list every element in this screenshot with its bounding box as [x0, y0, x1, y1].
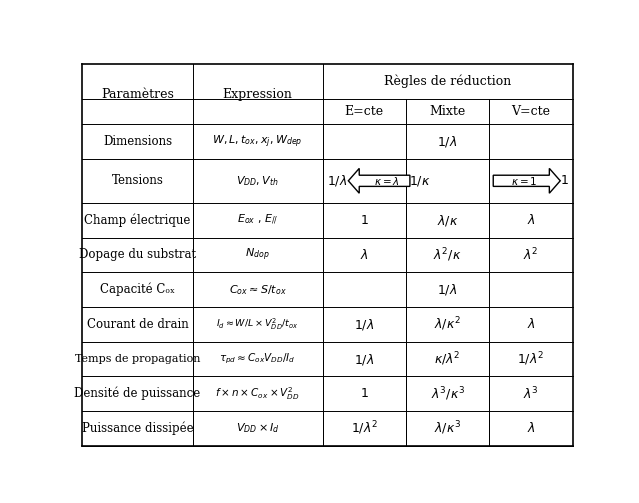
Text: $1$: $1$ — [360, 387, 369, 400]
Text: $\lambda/\kappa^3$: $\lambda/\kappa^3$ — [434, 420, 461, 437]
Text: $I_d\approx W/L\times V_{DD}^2/t_{ox}$: $I_d\approx W/L\times V_{DD}^2/t_{ox}$ — [217, 317, 299, 332]
Text: Puissance dissipée: Puissance dissipée — [82, 422, 194, 435]
Text: $\lambda$: $\lambda$ — [527, 317, 535, 331]
Text: Expression: Expression — [222, 88, 293, 101]
Text: $\lambda$: $\lambda$ — [527, 213, 535, 227]
Text: E=cte: E=cte — [344, 105, 384, 118]
Text: $\lambda^2/\kappa$: $\lambda^2/\kappa$ — [433, 246, 462, 264]
Text: Densité de puissance: Densité de puissance — [74, 387, 201, 400]
Text: Champ électrique: Champ électrique — [84, 214, 190, 227]
Text: $1/\lambda$: $1/\lambda$ — [327, 174, 347, 188]
Polygon shape — [348, 169, 410, 193]
Text: $1/\lambda$: $1/\lambda$ — [438, 134, 458, 149]
Text: $1$: $1$ — [360, 214, 369, 227]
Text: Mixte: Mixte — [429, 105, 466, 118]
Text: $V_{DD}, V_{th}$: $V_{DD}, V_{th}$ — [236, 174, 279, 188]
Text: $1/\lambda$: $1/\lambda$ — [354, 352, 374, 367]
Text: $\kappa = \lambda$: $\kappa = \lambda$ — [374, 175, 400, 187]
Text: $N_{dop}$: $N_{dop}$ — [245, 247, 270, 263]
Text: $\lambda^2$: $\lambda^2$ — [523, 246, 539, 263]
Text: $f\times n\times C_{ox}\times V_{DD}^2$: $f\times n\times C_{ox}\times V_{DD}^2$ — [215, 385, 300, 402]
Text: $C_{ox} \approx S/t_{ox}$: $C_{ox} \approx S/t_{ox}$ — [229, 283, 286, 297]
Text: Dimensions: Dimensions — [103, 135, 172, 148]
Text: $E_{ox}$ , $E_{//}$: $E_{ox}$ , $E_{//}$ — [237, 213, 279, 227]
Text: $1$: $1$ — [560, 175, 569, 187]
Text: Paramètres: Paramètres — [101, 88, 174, 101]
Text: $1/\kappa$: $1/\kappa$ — [409, 174, 431, 188]
Text: $\kappa/\lambda^2$: $\kappa/\lambda^2$ — [435, 350, 461, 368]
Polygon shape — [493, 169, 560, 193]
Text: Tensions: Tensions — [112, 175, 164, 187]
Text: Courant de drain: Courant de drain — [87, 318, 189, 331]
Text: $\lambda/\kappa$: $\lambda/\kappa$ — [437, 213, 458, 228]
Text: $\lambda$: $\lambda$ — [360, 248, 369, 262]
Text: $\tau_{pd}\approx C_{ox}V_{DD}/I_d$: $\tau_{pd}\approx C_{ox}V_{DD}/I_d$ — [219, 352, 296, 366]
Text: Capacité Cₒₓ: Capacité Cₒₓ — [100, 283, 175, 296]
Text: $1/\lambda$: $1/\lambda$ — [438, 282, 458, 297]
Text: $W, L, t_{ox}, x_j, W_{dep}$: $W, L, t_{ox}, x_j, W_{dep}$ — [212, 133, 303, 149]
Text: $1/\lambda$: $1/\lambda$ — [354, 317, 374, 332]
Text: $\kappa = 1$: $\kappa = 1$ — [511, 175, 537, 187]
Text: Temps de propagation: Temps de propagation — [75, 354, 200, 364]
Text: $1/\lambda^2$: $1/\lambda^2$ — [351, 420, 378, 437]
Text: $\lambda^3$: $\lambda^3$ — [523, 385, 539, 402]
Text: $\lambda$: $\lambda$ — [527, 422, 535, 436]
Text: $\lambda^3/\kappa^3$: $\lambda^3/\kappa^3$ — [431, 385, 465, 402]
Text: $1/\lambda^2$: $1/\lambda^2$ — [518, 350, 544, 368]
Text: $V_{DD} \times I_d$: $V_{DD} \times I_d$ — [236, 422, 279, 435]
Text: Règles de réduction: Règles de réduction — [384, 75, 511, 89]
Text: Dopage du substrat: Dopage du substrat — [79, 248, 196, 262]
Text: V=cte: V=cte — [511, 105, 550, 118]
Text: $\lambda/\kappa^2$: $\lambda/\kappa^2$ — [435, 315, 461, 333]
